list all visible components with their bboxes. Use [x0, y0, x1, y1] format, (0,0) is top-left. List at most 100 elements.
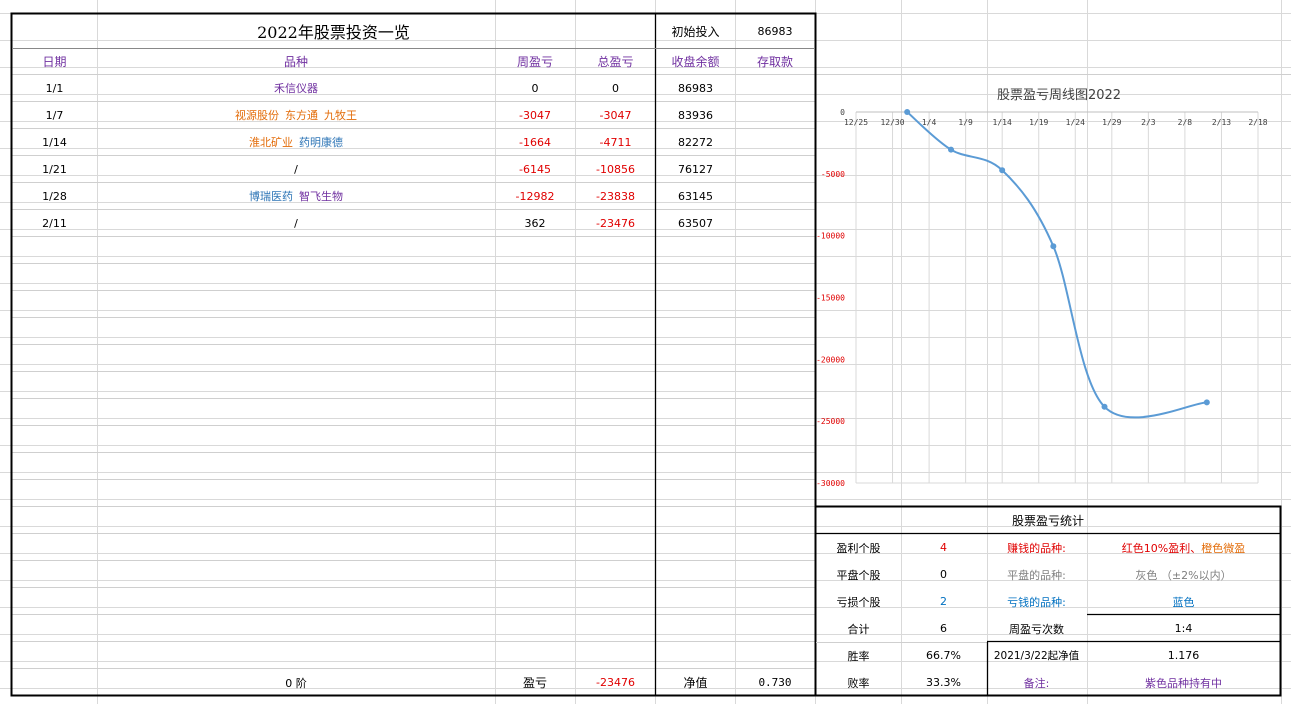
stats-profit-kind-label[interactable]: 赚钱的品种:: [1007, 541, 1066, 555]
row-stocks[interactable]: 视源股份 东方通 九牧王: [98, 102, 494, 128]
row-week-pl[interactable]: -1664: [519, 135, 551, 149]
row-week-pl[interactable]: -12982: [515, 189, 555, 203]
stats-profit-kind-value[interactable]: 红色10%盈利、橙色微盈: [1087, 534, 1280, 561]
stats-flat-count[interactable]: 0: [940, 568, 947, 581]
row-balance[interactable]: 83936: [678, 108, 713, 122]
stock-name: 东方通: [285, 109, 318, 122]
stock-name: /: [294, 162, 298, 176]
row-balance[interactable]: 82272: [678, 135, 713, 149]
stats-loss-kind-value[interactable]: 蓝色: [1172, 595, 1195, 609]
x-tick-label: 1/24: [1066, 118, 1085, 127]
row-total-pl[interactable]: -10856: [596, 162, 635, 176]
row-date[interactable]: 1/21: [42, 162, 67, 176]
stats-loss-count[interactable]: 2: [940, 595, 947, 608]
col-header-stock[interactable]: 品种: [283, 54, 308, 69]
row-balance[interactable]: 63145: [678, 189, 713, 203]
stats-lose-value[interactable]: 33.3%: [926, 676, 961, 689]
stats-net-since-value[interactable]: 1.176: [1167, 649, 1200, 662]
stats-flat-kind-value[interactable]: 灰色 （±2%以内）: [1135, 568, 1232, 582]
data-point: [904, 109, 911, 115]
row-balance[interactable]: 86983: [678, 81, 713, 95]
row-stocks[interactable]: 禾信仪器: [98, 75, 494, 101]
row-stocks[interactable]: 淮北矿业 药明康德: [98, 129, 494, 155]
row-balance[interactable]: 76127: [678, 162, 713, 176]
row-week-pl[interactable]: -3047: [519, 108, 551, 122]
stats-profit-count[interactable]: 4: [940, 541, 947, 554]
row-date[interactable]: 1/28: [42, 189, 67, 203]
stats-win-label[interactable]: 胜率: [847, 649, 870, 663]
x-tick-label: 1/9: [958, 118, 973, 127]
x-tick-label: 12/30: [880, 118, 904, 127]
stock-name: 禾信仪器: [274, 82, 318, 95]
stats-profit-label[interactable]: 盈利个股: [836, 541, 881, 555]
data-point: [999, 167, 1006, 174]
stats-loss-label[interactable]: 亏损个股: [836, 595, 881, 609]
data-point: [1101, 403, 1108, 410]
stats-weekly-label[interactable]: 周盈亏次数: [1009, 622, 1064, 636]
initial-investment-label[interactable]: 初始投入: [671, 24, 720, 39]
col-header-balance[interactable]: 收盘余额: [671, 54, 720, 69]
footer-pl-value[interactable]: -23476: [596, 676, 635, 689]
row-total-pl[interactable]: -4711: [599, 135, 632, 149]
row-deposit[interactable]: [736, 75, 814, 101]
row-week-pl[interactable]: 0: [531, 81, 539, 95]
stats-flat-kind-label[interactable]: 平盘的品种:: [1007, 568, 1066, 582]
stats-lose-label[interactable]: 败率: [847, 676, 870, 690]
stats-title[interactable]: 股票盈亏统计: [1011, 513, 1084, 528]
stock-name: /: [294, 216, 298, 230]
row-week-pl[interactable]: -6145: [519, 162, 551, 176]
profit-kind-orange: 橙色微盈: [1201, 541, 1246, 555]
y-tick-label: -25000: [816, 417, 845, 426]
stats-note-value[interactable]: 紫色品种持有中: [1145, 676, 1222, 690]
row-deposit[interactable]: [736, 102, 814, 128]
x-tick-label: 2/13: [1212, 118, 1231, 127]
row-stocks[interactable]: /: [98, 210, 494, 236]
row-deposit[interactable]: [736, 129, 814, 155]
row-deposit[interactable]: [736, 210, 814, 236]
row-week-pl[interactable]: 362: [524, 216, 546, 230]
sheet-title[interactable]: 2022年股票投资一览: [257, 23, 410, 42]
y-tick-label: -5000: [821, 170, 845, 179]
x-tick-label: 2/3: [1141, 118, 1156, 127]
x-tick-label: 2/18: [1248, 118, 1267, 127]
row-total-pl[interactable]: -23838: [596, 189, 635, 203]
stats-note-label[interactable]: 备注:: [1023, 676, 1050, 690]
stats-win-value[interactable]: 66.7%: [926, 649, 961, 662]
stock-name: 九牧王: [324, 109, 357, 122]
y-tick-label: -20000: [816, 355, 845, 364]
row-balance[interactable]: 63507: [678, 216, 713, 230]
stats-total-count[interactable]: 6: [940, 622, 947, 635]
row-total-pl[interactable]: -3047: [599, 108, 632, 122]
row-total-pl[interactable]: 0: [612, 81, 619, 95]
row-date[interactable]: 2/11: [42, 216, 67, 230]
stats-weekly-value[interactable]: 1:4: [1174, 622, 1193, 635]
row-stocks[interactable]: /: [98, 156, 494, 182]
stats-total-label[interactable]: 合计: [847, 622, 870, 636]
col-header-date[interactable]: 日期: [42, 54, 67, 69]
stats-flat-label[interactable]: 平盘个股: [836, 568, 881, 582]
row-total-pl[interactable]: -23476: [596, 216, 635, 230]
stats-net-since-label[interactable]: 2021/3/22起净值: [993, 650, 1080, 662]
footer-net-label[interactable]: 净值: [683, 676, 708, 690]
data-point: [1050, 243, 1057, 250]
col-header-total-pl[interactable]: 总盈亏: [597, 54, 634, 69]
row-deposit[interactable]: [736, 183, 814, 209]
footer-net-value[interactable]: 0.730: [758, 676, 792, 689]
footer-pl-label[interactable]: 盈亏: [522, 676, 547, 690]
profit-kind-sep: 、: [1190, 541, 1202, 555]
stats-loss-kind-label[interactable]: 亏钱的品种:: [1007, 595, 1066, 609]
col-header-deposit[interactable]: 存取款: [756, 54, 793, 69]
row-stocks[interactable]: 博瑞医药 智飞生物: [98, 183, 494, 209]
row-deposit[interactable]: [736, 156, 814, 182]
x-tick-label: 2/8: [1178, 118, 1193, 127]
footer-stage[interactable]: 0 阶: [285, 676, 307, 690]
row-date[interactable]: 1/7: [45, 108, 64, 122]
initial-investment-value[interactable]: 86983: [757, 24, 793, 38]
x-tick-label: 1/19: [1029, 118, 1048, 127]
stock-name: 智飞生物: [299, 190, 343, 203]
stock-name: 药明康德: [299, 136, 343, 149]
row-date[interactable]: 1/14: [42, 135, 67, 149]
row-date[interactable]: 1/1: [45, 81, 64, 95]
col-header-week-pl[interactable]: 周盈亏: [516, 54, 553, 69]
